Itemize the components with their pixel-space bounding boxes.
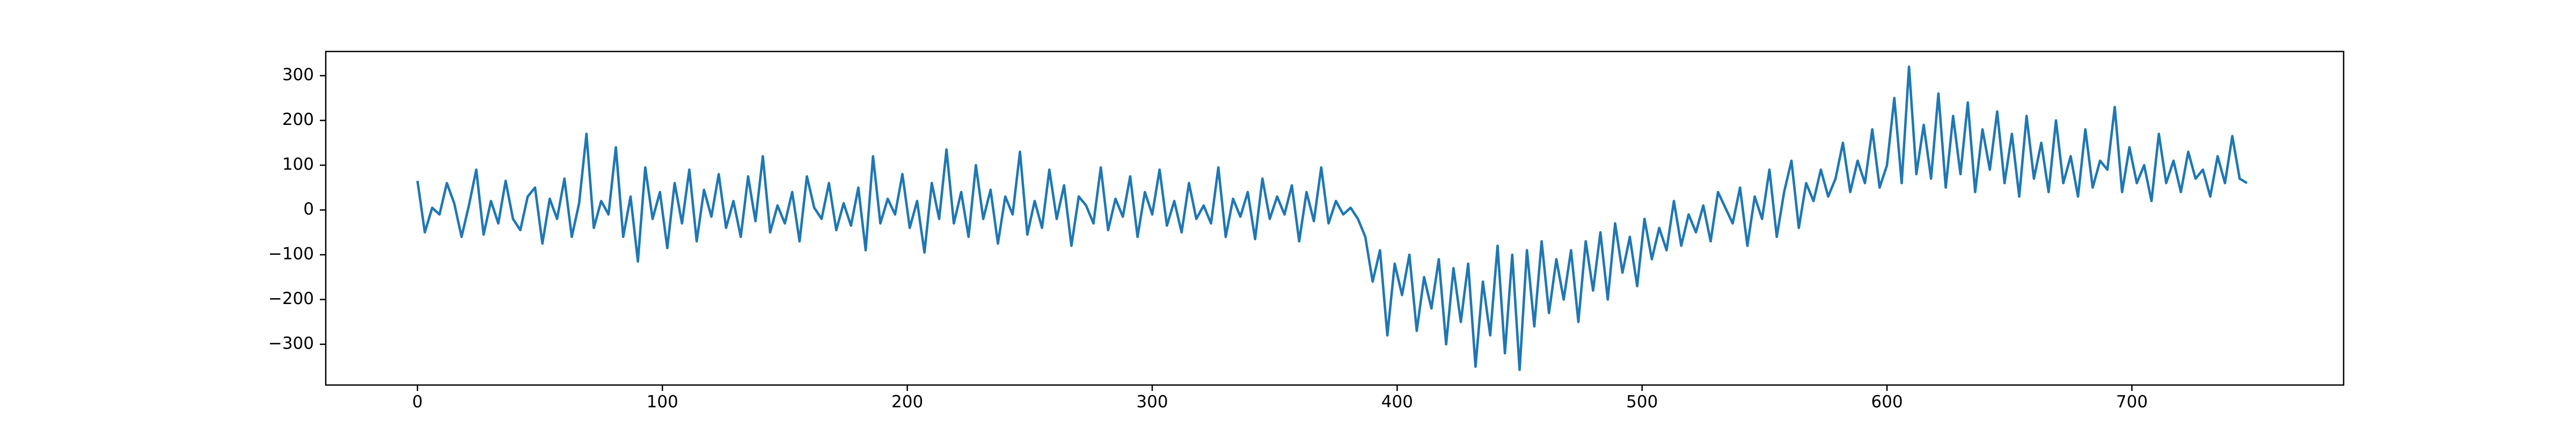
x-tick-label: 200 [891,393,923,412]
x-tick-label: 500 [1626,393,1658,412]
x-tick-label: 600 [1871,393,1903,412]
y-tick-label: 0 [303,199,314,219]
data-line [416,65,2248,371]
x-tick-label: 0 [412,393,423,412]
y-tick-label: 100 [282,155,314,174]
x-tick-label: 400 [1381,393,1413,412]
y-tick-label: −200 [268,289,314,308]
plot-frame [325,50,2345,386]
x-tick-label: 300 [1136,393,1168,412]
y-tick-label: −100 [268,245,314,264]
y-tick-label: −300 [268,334,314,353]
x-tick-label: 700 [2116,393,2148,412]
x-tick-label: 100 [647,393,678,412]
y-tick-label: 300 [282,65,314,85]
y-tick-label: 200 [282,110,314,129]
